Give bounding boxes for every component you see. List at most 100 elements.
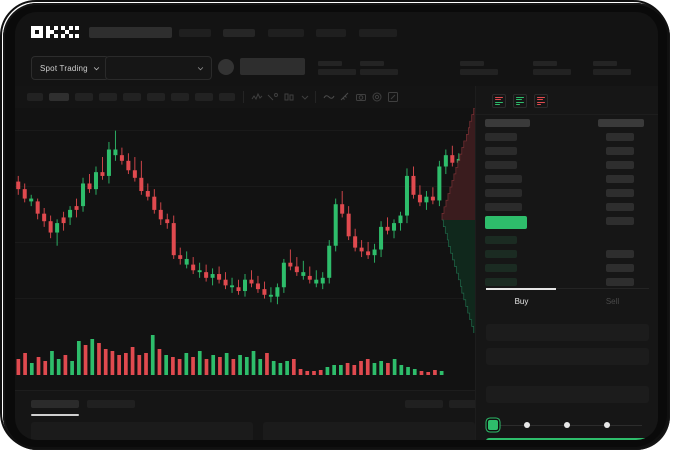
- stat-value: [318, 69, 356, 75]
- market-subheader: Spot Trading: [15, 50, 658, 86]
- timeframe-5m[interactable]: [49, 93, 69, 101]
- stat-value: [593, 69, 631, 75]
- line-chart-icon[interactable]: [323, 91, 335, 103]
- volume-histogram: [16, 335, 444, 375]
- active-tab-indicator: [486, 288, 556, 290]
- orderbook-ask-total[interactable]: [606, 189, 634, 197]
- chart-gridline: [15, 130, 475, 131]
- timeframe-1d[interactable]: [171, 93, 189, 101]
- candlestick-series: [16, 130, 474, 305]
- order-form-tabs: Buy Sell: [476, 288, 658, 318]
- trading-mode-label: Spot Trading: [40, 63, 88, 73]
- nav-item-2[interactable]: [223, 29, 255, 37]
- inactive-tab-indicator: [556, 288, 649, 289]
- slider-stop-25[interactable]: [524, 422, 530, 428]
- settings-gear-icon[interactable]: [371, 91, 383, 103]
- bottom-action-1[interactable]: [405, 400, 443, 408]
- toolbar-divider: [315, 91, 316, 103]
- orderbook-bid-total[interactable]: [606, 250, 634, 258]
- orderbook-ask-total[interactable]: [606, 217, 634, 225]
- tab-sell[interactable]: Sell: [605, 297, 620, 306]
- price-chart-area[interactable]: [15, 108, 475, 390]
- measure-ruler-icon[interactable]: [339, 91, 351, 103]
- trendline-tool-icon[interactable]: [267, 91, 279, 103]
- chart-gridline: [15, 242, 475, 243]
- slider-stop-75[interactable]: [604, 422, 610, 428]
- tab-buy[interactable]: Buy: [514, 297, 529, 306]
- stat-label: [318, 61, 342, 66]
- orderbook-ask-price[interactable]: [485, 147, 517, 155]
- chart-gridline: [15, 186, 475, 187]
- orderbook-ask-price[interactable]: [485, 203, 522, 211]
- orderbook-ask-price[interactable]: [485, 189, 522, 197]
- orderbook-ask-total[interactable]: [606, 161, 634, 169]
- chevron-down-icon: [93, 66, 99, 70]
- tab-order-history[interactable]: [87, 400, 135, 408]
- orderbook-ask-total[interactable]: [606, 133, 634, 141]
- orderbook-bid-total[interactable]: [606, 278, 634, 286]
- timeframe-1w[interactable]: [195, 93, 213, 101]
- orderbook-ask-price[interactable]: [485, 175, 522, 183]
- orderbook-bid-total[interactable]: [606, 264, 634, 272]
- chevron-down-icon[interactable]: [299, 91, 311, 103]
- stat-value: [533, 69, 571, 75]
- timeframe-30m[interactable]: [99, 93, 117, 101]
- nav-item-4[interactable]: [316, 29, 346, 37]
- tab-open-orders[interactable]: [31, 400, 79, 408]
- global-search-input[interactable]: [89, 27, 172, 38]
- orderbook-bid-price[interactable]: [485, 264, 517, 272]
- order-price-field[interactable]: [486, 324, 649, 341]
- timeframe-15m[interactable]: [75, 93, 93, 101]
- slider-stop-50[interactable]: [564, 422, 570, 428]
- okx-logo-icon[interactable]: [31, 26, 79, 38]
- indicator-icon[interactable]: [251, 91, 263, 103]
- candlestick-type-icon[interactable]: [283, 91, 295, 103]
- orderbook-ask-total[interactable]: [606, 175, 634, 183]
- orderbook-bid-price[interactable]: [485, 250, 517, 258]
- orderbook-ask-total[interactable]: [606, 203, 634, 211]
- bottom-action-2[interactable]: [449, 400, 487, 408]
- trading-pair-selector[interactable]: [105, 56, 212, 80]
- timeframe-1m[interactable]: [27, 93, 43, 101]
- stat-label: [533, 61, 557, 66]
- orderbook-ask-total[interactable]: [606, 147, 634, 155]
- place-buy-order-button[interactable]: [486, 438, 649, 440]
- orderbook-mode-both[interactable]: [492, 94, 506, 108]
- stat-label: [460, 61, 484, 66]
- timeframe-4h[interactable]: [147, 93, 165, 101]
- chart-gridline: [15, 298, 475, 299]
- orderbook-bid-price[interactable]: [485, 236, 517, 244]
- bottom-card-left[interactable]: [31, 422, 253, 440]
- order-total-field[interactable]: [486, 386, 649, 403]
- orders-panel: [15, 390, 487, 440]
- timeframe-1h[interactable]: [123, 93, 141, 101]
- top-navigation-bar: [15, 12, 658, 50]
- nav-item-3[interactable]: [268, 29, 304, 37]
- camera-snapshot-icon[interactable]: [355, 91, 367, 103]
- fullscreen-icon[interactable]: [387, 91, 399, 103]
- stat-value: [460, 69, 498, 75]
- amount-percent-slider[interactable]: [488, 420, 646, 430]
- slider-handle[interactable]: [488, 420, 498, 430]
- app-screen: Spot Trading: [15, 12, 658, 440]
- nav-item-1[interactable]: [179, 29, 211, 37]
- last-price-display: [240, 58, 305, 75]
- last-price-row: [485, 216, 527, 229]
- stat-value: [360, 69, 398, 75]
- orderbook-mode-asks[interactable]: [534, 94, 548, 108]
- orderbook-ask-price[interactable]: [485, 133, 517, 141]
- bottom-card-right[interactable]: [263, 422, 475, 440]
- avatar: [218, 59, 234, 75]
- nav-item-5[interactable]: [359, 29, 397, 37]
- toolbar-divider: [243, 91, 244, 103]
- trading-mode-selector[interactable]: Spot Trading: [31, 56, 109, 80]
- depth-chart-overlay: [441, 108, 475, 333]
- orderbook-bid-price[interactable]: [485, 278, 517, 286]
- orderbook-ask-price[interactable]: [485, 161, 517, 169]
- orderbook-divider: [476, 114, 658, 115]
- timeframe-1mo[interactable]: [219, 93, 235, 101]
- order-amount-field[interactable]: [486, 348, 649, 365]
- orderbook-mode-bids[interactable]: [513, 94, 527, 108]
